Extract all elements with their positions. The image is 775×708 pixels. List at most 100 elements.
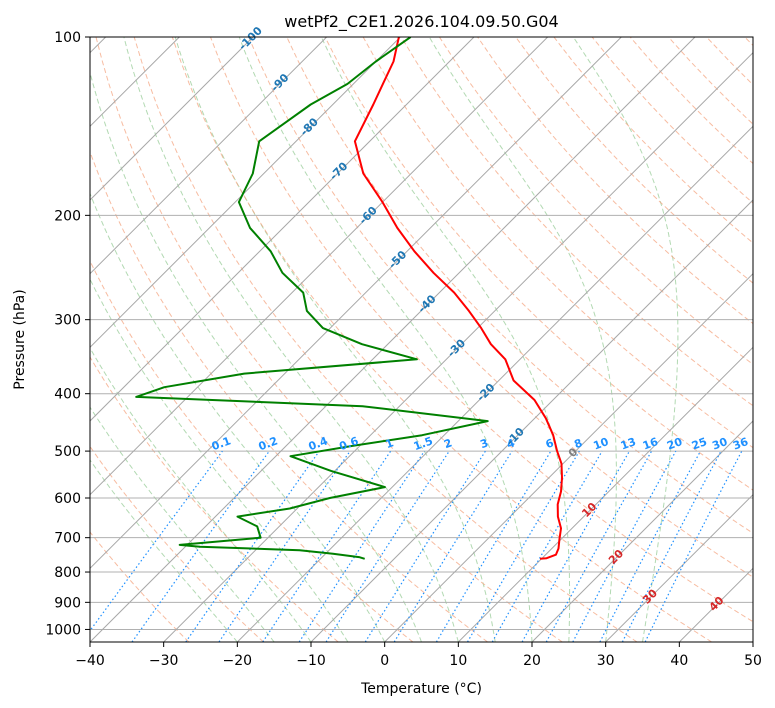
moist-adiabat — [90, 278, 349, 642]
isotherm-label: 10 — [579, 500, 599, 520]
mixing-ratio-label: 20 — [665, 435, 684, 453]
dry-adiabat — [90, 150, 488, 642]
isotherm-line — [752, 641, 753, 642]
dry-adiabat — [438, 37, 753, 366]
isotherm-label: 40 — [707, 594, 727, 614]
mixing-ratio-line — [435, 450, 552, 642]
mixing-ratio-label: 2 — [442, 436, 454, 451]
dry-adiabat — [95, 37, 563, 642]
x-tick-label: −20 — [223, 653, 253, 669]
dry-adiabat — [210, 37, 753, 623]
isotherm-label: 20 — [606, 547, 626, 567]
moist-adiabat — [90, 192, 386, 642]
y-tick-label: 700 — [54, 531, 81, 547]
isotherm-line — [384, 272, 753, 642]
mixing-ratio-label: 6 — [544, 436, 556, 451]
y-tick-label: 600 — [54, 491, 81, 507]
y-tick-label: 900 — [54, 595, 81, 611]
moist-adiabat — [90, 347, 312, 642]
x-tick-label: 50 — [744, 653, 762, 669]
isotherm-line — [531, 420, 753, 642]
isotherm-label: -100 — [236, 24, 265, 53]
dry-adiabat — [248, 37, 753, 578]
dewpoint-line — [135, 37, 489, 560]
mixing-ratio-line — [90, 450, 223, 632]
isotherm-label: -70 — [327, 159, 350, 182]
isotherm-line — [90, 37, 696, 642]
x-tick-label: 20 — [523, 653, 541, 669]
isotherm-label: -20 — [474, 381, 497, 404]
isotherm-label: -30 — [445, 336, 468, 359]
isotherm-line — [605, 493, 753, 642]
x-tick-label: 10 — [449, 653, 467, 669]
mixing-ratio-label: 16 — [641, 435, 660, 453]
background-lines — [90, 37, 753, 642]
isotherm-label: -60 — [357, 204, 380, 227]
mixing-ratio-label: 36 — [731, 435, 750, 453]
plot-frame — [89, 36, 754, 643]
mixing-ratio-line — [572, 450, 677, 642]
y-tick-label: 200 — [54, 208, 81, 224]
mixing-ratio-label: 8 — [572, 436, 584, 451]
profile-series — [135, 37, 563, 560]
moist-adiabat — [90, 70, 422, 642]
dry-adiabat — [133, 37, 638, 642]
mixing-ratio-line — [131, 450, 270, 642]
dry-adiabat — [706, 37, 753, 86]
moist-adiabat — [572, 37, 679, 642]
dry-adiabat — [744, 37, 753, 47]
mixing-ratio-label: 1.5 — [412, 434, 435, 453]
dry-adiabat — [90, 445, 264, 642]
x-tick-label: −40 — [75, 653, 105, 669]
mixing-ratio-label: 13 — [619, 435, 638, 452]
moist-adiabat — [123, 37, 459, 642]
x-tick-label: 40 — [670, 653, 688, 669]
moist-adiabat — [238, 37, 533, 642]
isotherm-line — [90, 37, 401, 349]
dry-adiabat — [553, 37, 753, 244]
isotherms — [90, 37, 753, 642]
mixing-ratio-label: 10 — [592, 435, 611, 453]
mixing-ratio-line — [325, 450, 450, 642]
mixing-ratio-line — [599, 450, 702, 642]
dry-adiabat — [90, 259, 414, 642]
mixing-ratio-line — [521, 450, 631, 642]
moist-adiabat — [90, 459, 238, 642]
mixing-ratio-line — [644, 450, 743, 642]
dry-adiabat — [90, 356, 339, 642]
x-tick-label: −10 — [296, 653, 326, 669]
dry-adiabats — [90, 37, 753, 642]
line-labels: 0.1 0.2 0.4 0.6 1 1.5 2 3 4 6 8 10 13 16 20 25 30 36-100-… — [210, 24, 750, 614]
dry-adiabat — [171, 37, 712, 642]
x-tick-label: 30 — [597, 653, 615, 669]
dry-adiabat — [515, 37, 753, 284]
moist-adiabats — [90, 37, 679, 642]
mixing-ratio-lines — [90, 450, 743, 642]
y-tick-label: 500 — [54, 444, 81, 460]
isotherm-label: -90 — [268, 71, 291, 94]
mixing-ratio-line — [298, 450, 425, 642]
mixing-ratio-label: 0.4 — [307, 434, 330, 453]
dry-adiabat — [400, 37, 753, 407]
mixing-ratio-label: 0.6 — [338, 434, 361, 453]
dry-adiabat — [324, 37, 753, 491]
y-tick-label: 1000 — [45, 622, 81, 638]
x-axis-ticks: −40 −30 −20 −10 0 10 20 30 40 50 — [75, 642, 762, 669]
mixing-ratio-line — [545, 450, 653, 642]
isobar-gridlines — [90, 37, 753, 630]
isotherm-line — [678, 567, 753, 642]
isotherm-line — [163, 51, 753, 642]
moist-adiabat — [428, 37, 617, 642]
x-axis-label: Temperature (°C) — [360, 681, 482, 697]
temperature-line — [353, 37, 563, 560]
mixing-ratio-label: 0.1 — [210, 434, 233, 453]
y-tick-label: 100 — [54, 30, 81, 46]
y-tick-label: 800 — [54, 565, 81, 581]
mixing-ratio-label: 3 — [478, 436, 490, 451]
mixing-ratio-line — [218, 450, 351, 642]
dry-adiabat — [90, 531, 190, 642]
moist-adiabat — [174, 37, 496, 642]
mixing-ratio-label: 4 — [505, 436, 517, 451]
y-axis-ticks: 100 200 300 400 500 600 700 800 900 1000 — [45, 30, 90, 638]
